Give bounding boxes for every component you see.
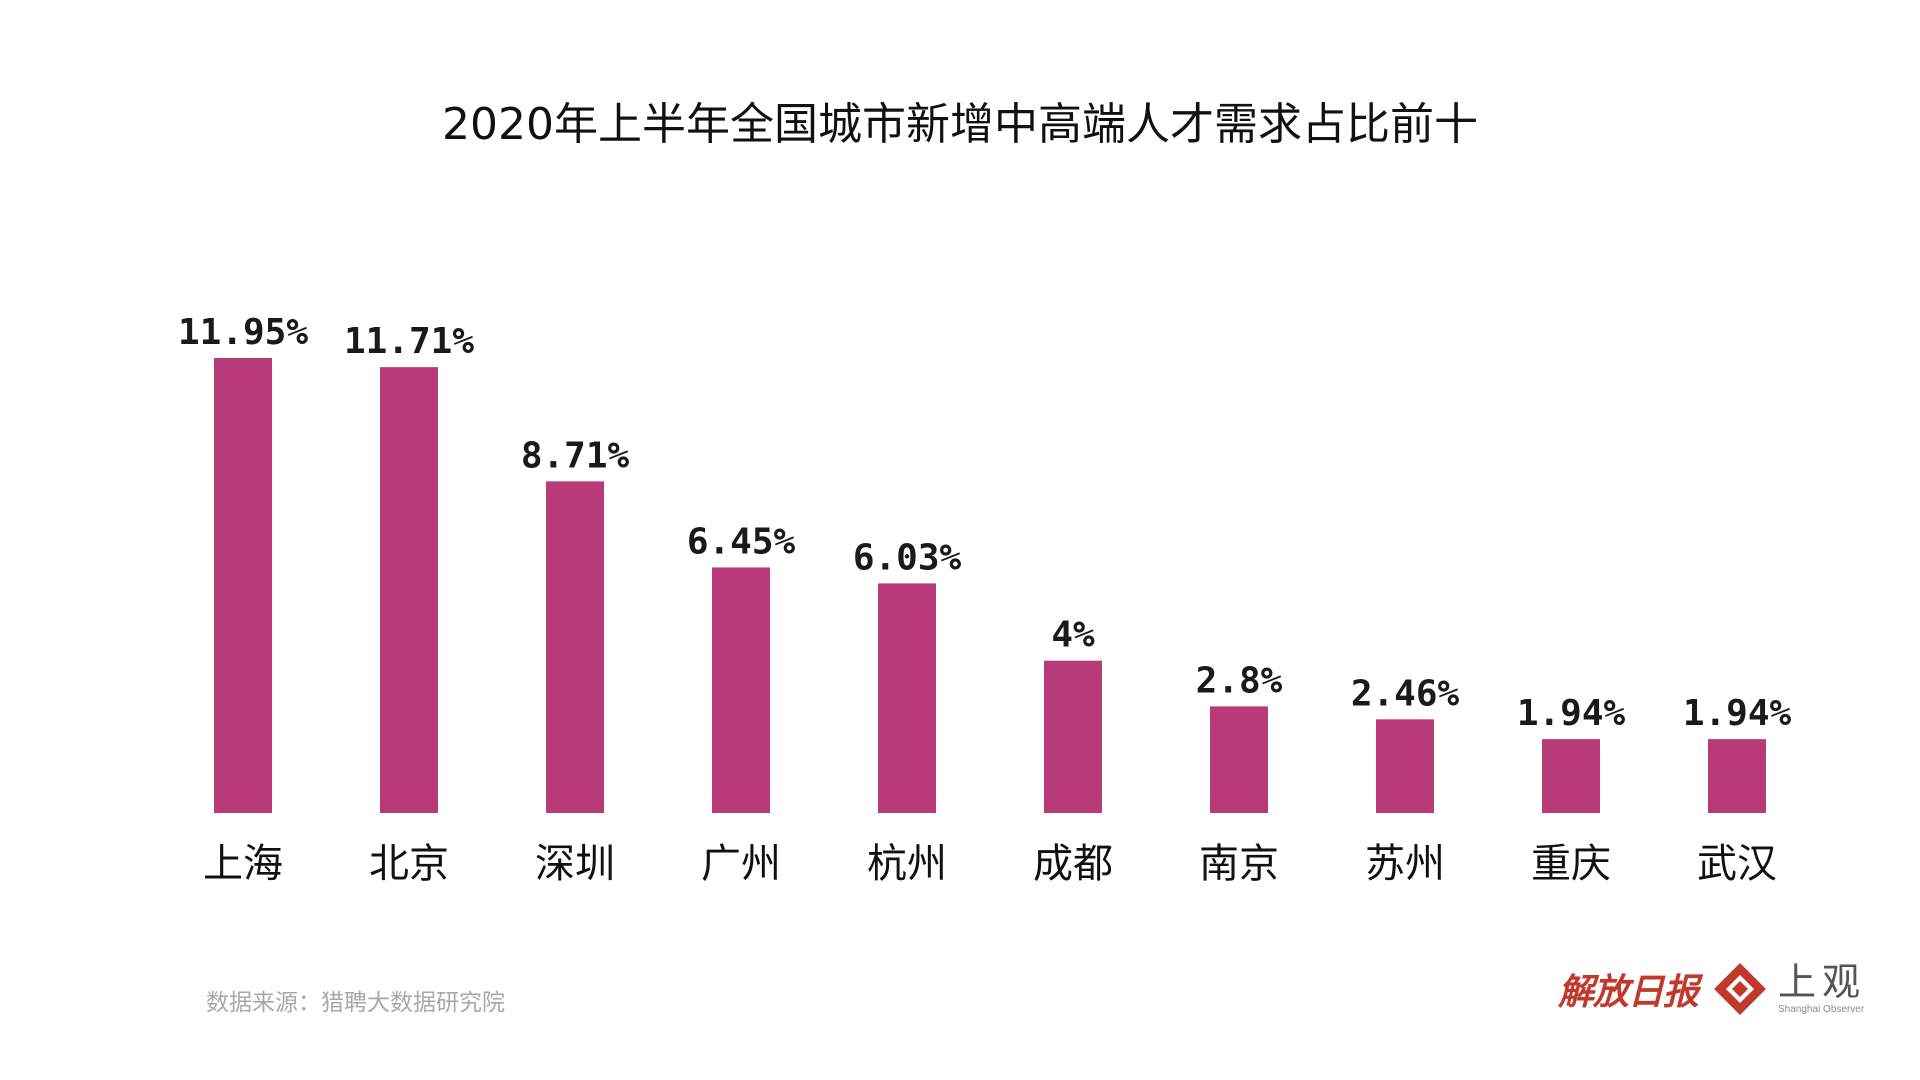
data-label-苏州: 2.46%: [1351, 673, 1460, 714]
category-label-深圳: 深圳: [535, 841, 615, 887]
category-label-重庆: 重庆: [1531, 841, 1611, 887]
shanghai-observer-icon: [1714, 963, 1767, 1015]
data-label-重庆: 1.94%: [1517, 693, 1626, 734]
jiefang-daily-logo-text: 解放日报: [1558, 971, 1699, 1013]
data-label-深圳: 8.71%: [521, 435, 630, 476]
category-label-杭州: 杭州: [867, 841, 947, 887]
data-label-广州: 6.45%: [687, 521, 796, 562]
data-label-杭州: 6.03%: [853, 537, 962, 578]
bar-重庆: [1542, 739, 1600, 813]
bar-广州: [712, 567, 770, 813]
category-label-成都: 成都: [1033, 841, 1113, 887]
bar-上海: [214, 358, 272, 813]
data-label-成都: 4%: [1051, 615, 1095, 656]
data-label-南京: 2.8%: [1196, 660, 1283, 701]
data-label-武汉: 1.94%: [1683, 693, 1792, 734]
data-source-note: 数据来源：猎聘大数据研究院: [206, 990, 505, 1016]
category-label-北京: 北京: [369, 841, 449, 887]
chart-title: 2020年上半年全国城市新增中高端人才需求占比前十: [442, 99, 1478, 150]
category-label-武汉: 武汉: [1697, 841, 1777, 887]
bar-杭州: [878, 583, 936, 813]
category-label-苏州: 苏州: [1365, 841, 1445, 887]
category-label-上海: 上海: [203, 841, 283, 887]
bar-北京: [380, 367, 438, 813]
brand-name: 上观: [1778, 960, 1867, 1004]
data-label-上海: 11.95%: [178, 312, 308, 353]
data-label-北京: 11.71%: [344, 321, 474, 362]
brand-english-name: Shanghai Observer: [1778, 1004, 1865, 1015]
bar-武汉: [1708, 739, 1766, 813]
bar-深圳: [546, 481, 604, 813]
bar-成都: [1044, 660, 1102, 813]
bar-南京: [1210, 706, 1268, 813]
brand-logo: 解放日报 上观 Shanghai Observer: [1558, 958, 1866, 1020]
category-label-南京: 南京: [1199, 841, 1279, 887]
category-label-广州: 广州: [701, 841, 781, 887]
bar-苏州: [1376, 719, 1434, 813]
